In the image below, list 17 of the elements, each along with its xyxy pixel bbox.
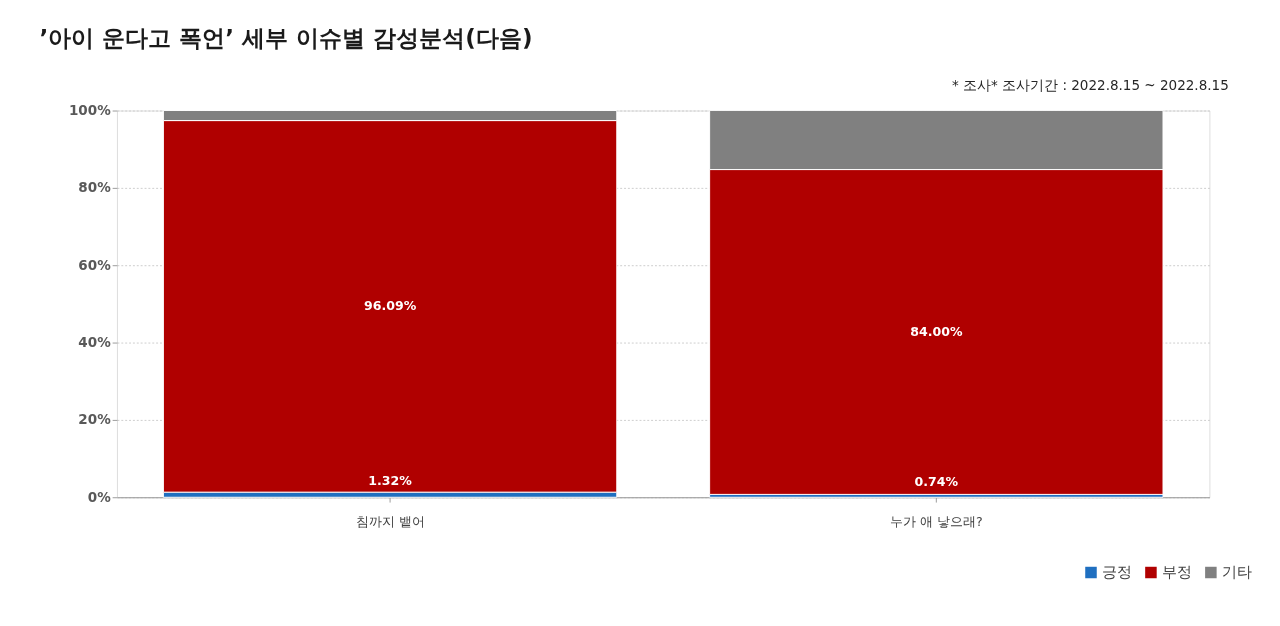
y-tick-label: 20% [78,411,112,428]
x-tick-label: 누가 애 낳으래? [889,513,983,529]
legend-label: 기타 [1221,564,1252,581]
y-tick-label: 40% [78,333,112,350]
x-tick-label: 침까지 뱉어 [355,513,425,529]
legend-label: 긍정 [1102,564,1133,581]
y-tick-label: 80% [78,179,112,196]
y-tick-label: 60% [78,256,112,273]
data-label: 96.09% [363,298,417,314]
data-label: 84.00% [910,323,963,339]
y-tick-label: 100% [68,101,112,118]
chart-subtitle: * 조사* 조사기간 : 2022.8.15 ~ 2022.8.15 [952,77,1229,94]
data-label: 1.32% [368,473,413,489]
data-label: 0.74% [914,474,959,490]
legend-label: 부정 [1162,564,1193,581]
chart-title: ’아이 운다고 폭언’ 세부 이슈별 감성분석(다음) [39,23,533,51]
y-tick-label: 0% [87,488,112,505]
